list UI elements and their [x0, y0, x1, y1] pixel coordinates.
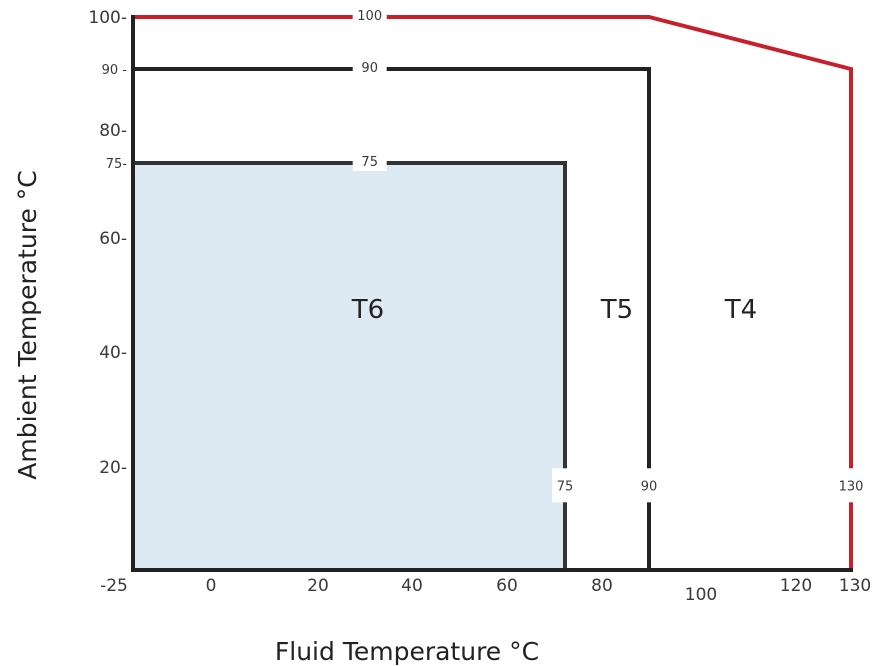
zone-boundary-t6 [133, 161, 567, 570]
x-tick-label: 120 [780, 576, 812, 596]
ambient-max-label-t6-bg [352, 151, 387, 171]
x-axis-title: Fluid Temperature °C [275, 637, 539, 666]
zone-label-t6: T6 [351, 295, 384, 325]
y-tick-label: 20- [99, 458, 127, 478]
x-tick-label: -25 [100, 576, 128, 596]
ambient-max-label-t6: 75 [361, 155, 378, 170]
x-tick-label: 130 [839, 576, 871, 596]
x-tick-label: 0 [206, 576, 217, 596]
zone-fill-t6 [133, 163, 565, 570]
boundary-value-labels: 75 90 100 75 90 130 [352, 5, 866, 503]
fluid-max-label-t4: 130 [839, 479, 864, 494]
ambient-max-label-t4-bg [352, 5, 387, 25]
ambient-max-label-t5-bg [352, 57, 387, 77]
fluid-max-label-t5-bg [636, 468, 662, 503]
x-tick-label: 60 [496, 576, 518, 596]
fluid-max-label-t4-bg [836, 468, 866, 503]
y-tick-label: 75- [106, 157, 128, 172]
zone-label-t4: T4 [724, 295, 757, 325]
y-tick-label: 100- [88, 8, 127, 28]
axes [131, 15, 853, 572]
ambient-max-label-t4: 100 [357, 9, 382, 24]
zone-boundaries [133, 15, 853, 570]
y-axis-title: Ambient Temperature °C [13, 170, 42, 480]
y-tick-label: 40- [99, 343, 127, 363]
zone-fills [133, 17, 851, 570]
fluid-max-label-t6-bg [552, 468, 578, 503]
fluid-max-label-t5: 90 [641, 479, 658, 494]
x-tick-label: 80 [591, 576, 613, 596]
zone-boundary-t5 [133, 67, 651, 570]
y-tick-label: 80- [99, 121, 127, 141]
zone-label-t5: T5 [600, 295, 633, 325]
y-tick-label: 60- [99, 229, 127, 249]
zone-labels: T6 T5 T4 [351, 295, 757, 325]
ambient-max-label-t5: 90 [361, 61, 378, 76]
y-tick-label: 90 - [102, 63, 128, 78]
tick-labels: -25 0 20 40 60 80 100 120 130 20- 40- 60- 75- 80- 90 -… [88, 8, 871, 605]
zone-boundary-t4 [133, 15, 853, 570]
fluid-max-label-t6: 75 [557, 479, 574, 494]
x-tick-label: 40 [401, 576, 423, 596]
x-tick-label: 100 [685, 585, 717, 605]
x-tick-label: 20 [307, 576, 329, 596]
